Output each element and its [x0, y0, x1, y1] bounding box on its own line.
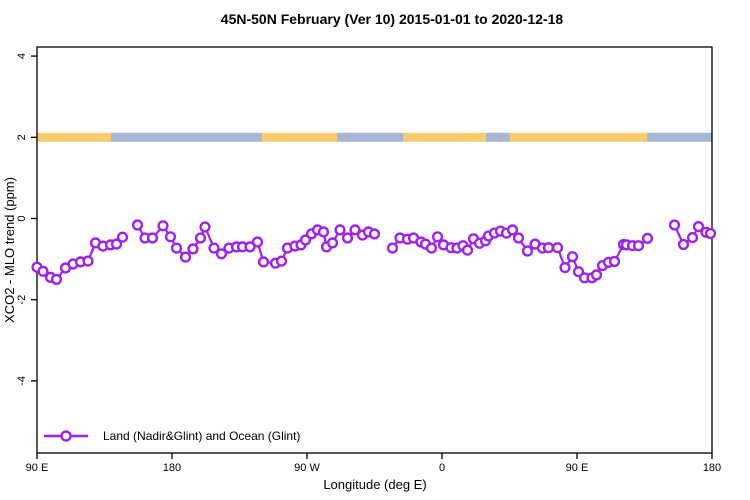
y-tick-label: -2 — [16, 295, 28, 305]
surface-band-segment-ocean — [110, 132, 262, 142]
legend: Land (Nadir&Glint) and Ocean (Glint) — [44, 429, 300, 443]
data-point — [146, 232, 159, 244]
surface-band-segment-land — [262, 132, 337, 142]
data-point — [641, 232, 654, 245]
data-point — [590, 269, 603, 281]
plot-frame — [36, 46, 713, 454]
data-point — [199, 221, 211, 233]
data-point — [317, 226, 330, 238]
surface-band-segment-land — [37, 132, 111, 142]
data-point — [425, 242, 438, 254]
x-tick-label: 180 — [703, 462, 721, 474]
data-point — [368, 228, 381, 240]
data-point — [692, 221, 705, 233]
data-point — [551, 242, 564, 254]
y-tick-label: -4 — [16, 376, 28, 386]
data-point — [341, 232, 354, 244]
surface-band-segment-land — [403, 132, 486, 142]
data-point — [608, 255, 621, 268]
data-point — [208, 242, 220, 254]
x-tick-label: 0 — [439, 462, 445, 474]
data-point — [677, 238, 690, 251]
data-point — [257, 256, 270, 268]
data-point — [164, 231, 177, 243]
surface-band-segment-land — [509, 132, 648, 142]
data-point — [668, 219, 681, 231]
data-point — [326, 237, 339, 249]
x-axis-label: Longitude (deg E) — [323, 477, 426, 492]
data-series — [31, 219, 717, 286]
y-tick-label: 4 — [16, 53, 28, 59]
data-point — [116, 231, 129, 243]
data-point — [50, 273, 63, 286]
data-point — [349, 224, 361, 236]
data-point — [542, 242, 555, 254]
legend-label: Land (Nadir&Glint) and Ocean (Glint) — [103, 429, 300, 443]
x-tick-label: 90 E — [566, 462, 589, 474]
data-point — [194, 232, 207, 244]
data-point — [179, 251, 192, 263]
y-tick-label: 2 — [16, 134, 28, 140]
surface-band-segment-ocean — [485, 132, 510, 142]
chart-title: 45N-50N February (Ver 10) 2015-01-01 to … — [221, 11, 564, 27]
data-point — [251, 236, 264, 248]
data-point — [512, 232, 525, 244]
surface-band-segment-ocean — [647, 132, 712, 142]
data-point — [131, 219, 144, 231]
data-point — [521, 245, 534, 257]
data-point — [461, 244, 474, 256]
data-point — [275, 255, 288, 267]
x-tick-label: 180 — [163, 462, 181, 474]
axes: 90 E 180 90 W 0 90 E 180 4 2 0 -2 -4 — [16, 46, 721, 474]
surface-band — [37, 132, 712, 142]
surface-band-segment-ocean — [337, 132, 403, 142]
y-axis-label: XCO2 - MLO trend (ppm) — [2, 177, 17, 323]
data-point — [566, 251, 579, 263]
data-point — [157, 220, 169, 232]
x-tick-label: 90 E — [26, 462, 49, 474]
data-point — [244, 241, 256, 253]
data-point — [506, 224, 519, 236]
data-point — [386, 242, 399, 254]
data-point — [37, 265, 49, 277]
data-point — [82, 255, 94, 267]
data-point — [632, 240, 645, 252]
data-point — [215, 248, 228, 260]
x-tick-label: 90 W — [294, 462, 320, 474]
data-point — [559, 262, 571, 274]
data-point — [187, 243, 199, 255]
data-point — [704, 227, 717, 240]
data-point — [170, 242, 183, 254]
data-point — [431, 231, 444, 243]
y-tick-label: 0 — [16, 215, 28, 221]
data-point — [686, 232, 699, 244]
data-point — [110, 238, 123, 250]
legend-marker-icon — [60, 430, 72, 442]
data-point — [334, 224, 346, 236]
